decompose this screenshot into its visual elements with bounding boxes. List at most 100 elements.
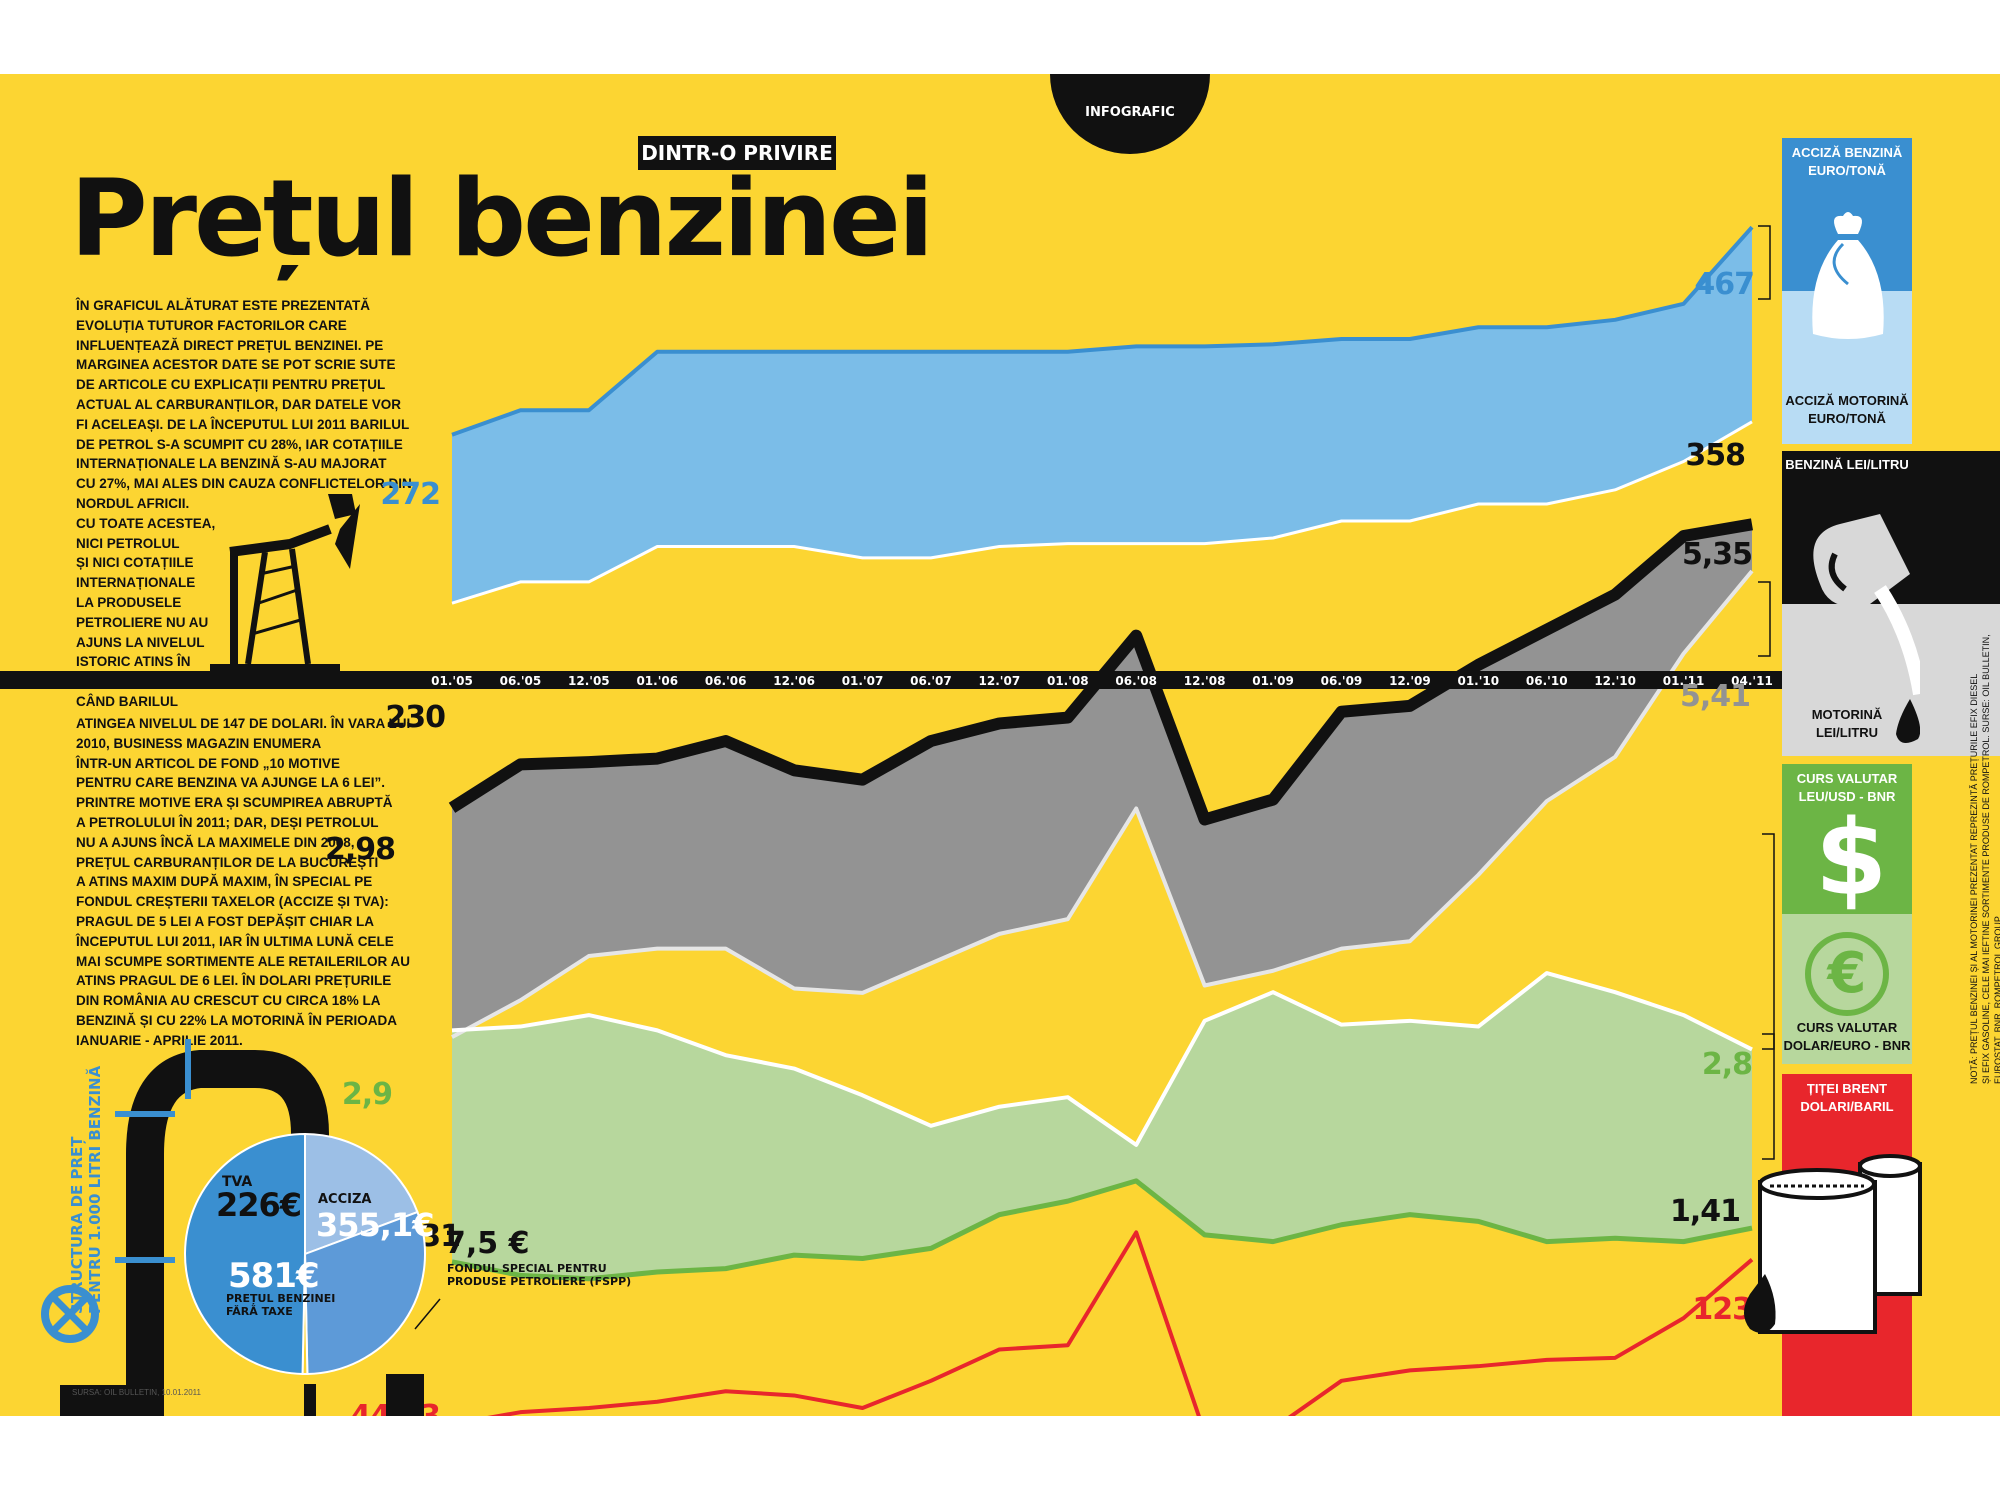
curs-eur-line <box>451 1178 1753 1282</box>
main-chart: 01.'05 06.'05 12.'05 01.'06 06.'06 12.'06 01.'… <box>0 225 1785 1416</box>
pie-tva-label: TVA <box>222 1174 253 1190</box>
pie-title <box>72 854 112 1074</box>
intro-line: IANUARIE - APRILIE 2011. <box>76 1032 243 1048</box>
series-end-label: 358 <box>1685 438 1745 473</box>
intro-line: PRAGUL DE 5 LEI A FOST DEPĂȘIT CHIAR LA <box>76 913 375 929</box>
fuel-nozzle-icon <box>1813 514 1920 743</box>
intro-line: PENTRU CARE BENZINA VA AJUNGE LA 6 LEI”. <box>76 775 386 791</box>
series-start-label: 2,98 <box>325 832 395 867</box>
legend-box-motorina <box>1782 604 2000 756</box>
series-end-label: 467 <box>1694 267 1754 302</box>
fspp-leader-line <box>414 1298 441 1330</box>
intro-line: PREȚUL CARBURANȚILOR DE LA BUCUREȘTI <box>76 854 379 870</box>
x-tick-label: 12.'05 <box>568 674 610 688</box>
euro-icon: € <box>1805 932 1889 1016</box>
intro-line: NORDUL AFRICII. <box>76 495 190 511</box>
legend-box-curs-usd <box>1782 764 1912 914</box>
intro-line: DIN ROMÂNIA AU CRESCUT CU CIRCA 18% LA <box>76 993 381 1009</box>
oil-tanks-icon <box>1744 1154 1922 1334</box>
x-tick-label: 12.'10 <box>1594 674 1636 688</box>
legend-curs-eur-label: CURS VALUTAR DOLAR/EURO - BNR <box>1783 1020 1911 1053</box>
legend-bracket <box>1758 581 1771 657</box>
series-end-label: 2,8 <box>1702 1047 1752 1082</box>
price-structure-pie <box>184 1132 441 1376</box>
series-end-label: 1,41 <box>1670 1194 1740 1229</box>
accize-motorina-line <box>451 420 1753 605</box>
infographic-page: INFOGRAFIC DINTR-O PRIVIRE Prețul benzin… <box>0 74 2000 1416</box>
titei-line <box>487 1230 1754 1416</box>
pipe-ring-marks <box>115 1039 191 1263</box>
legend-bracket <box>1762 833 1775 1050</box>
time-axis-bar <box>0 671 1785 689</box>
x-tick-label: 06.'10 <box>1526 674 1568 688</box>
pie-base-label: PREȚUL BENZINEI FĂRĂ TAXE <box>226 1292 336 1318</box>
x-tick-label: 01.'11 <box>1663 674 1705 688</box>
intro-line: ȘI NICI COTAȚIILE <box>76 555 194 571</box>
page-title: Prețul benzinei <box>70 157 934 280</box>
x-tick-label: 06.'07 <box>910 674 952 688</box>
legend-accize-benzina-label: ACCIZĂ BENZINĂ EURO/TONĂ <box>1791 145 1903 178</box>
pie-title-line-1: STRUCTURA DE PREȚ <box>68 1136 86 1314</box>
side-note-line-1: NOTĂ: PREȚUL BENZINEI ȘI AL MOTORINEI PR… <box>1969 673 1979 1084</box>
series-start-label: 2,9 <box>342 1077 392 1112</box>
series-end-label: 5,35 <box>1682 537 1752 572</box>
side-note-line-3: EUROSTAT, BNR, ROMPETROL GROUP <box>1993 916 2000 1084</box>
x-tick-label: 12.'06 <box>773 674 815 688</box>
pie-slice <box>304 1132 419 1256</box>
intro-line: ACTUAL AL CARBURANȚILOR, DAR DATELE VOR <box>76 396 401 412</box>
oil-pump-icon <box>210 494 360 672</box>
source-note: SURSA: OIL BULLETIN, 10.01.2011 <box>72 1388 201 1397</box>
money-bag-icon <box>1812 212 1884 339</box>
pipe-icon <box>60 1050 424 1416</box>
intro-line: INFLUENȚEAZĂ DIRECT PREȚUL BENZINEI. PE <box>76 337 384 353</box>
legend-bracket <box>1762 1033 1775 1160</box>
intro-line: LA PRODUSELE <box>76 594 182 610</box>
intro-line: ISTORIC ATINS ÎN <box>76 654 191 670</box>
intro-line: DE ARTICOLE CU EXPLICAȚII PENTRU PREȚUL <box>76 377 386 393</box>
intro-line: ATINS PRAGUL DE 6 LEI. ÎN DOLARI PREȚURI… <box>76 973 392 989</box>
x-tick-label: 04.'11 <box>1731 674 1773 688</box>
x-tick-label: 12.'07 <box>979 674 1021 688</box>
pie-title-line-2: PENTRU 1.000 LITRI BENZINĂ <box>86 1065 104 1314</box>
x-tick-label: 12.'09 <box>1389 674 1431 688</box>
kicker-label: DINTR-O PRIVIRE <box>638 136 836 170</box>
fspp-label-line-2: PRODUSE PETROLIERE (FSPP) <box>447 1275 632 1288</box>
benzina-motorina-band <box>452 524 1752 1038</box>
intro-line: CU 27%, MAI ALES DIN CAUZA CONFLICTELOR … <box>76 476 412 492</box>
intro-line: 2010, BUSINESS MAGAZIN ENUMERA <box>76 735 322 751</box>
intro-line: ÎN GRAFICUL ALĂTURAT ESTE PREZENTATĂ <box>76 298 370 313</box>
x-tick-label: 01.'07 <box>842 674 884 688</box>
intro-line: DE PETROL S-A SCUMPIT CU 28%, IAR COTAȚI… <box>76 436 403 452</box>
x-tick-label: 06.'09 <box>1321 674 1363 688</box>
x-tick-label: 01.'08 <box>1047 674 1089 688</box>
fspp-value: 7,5 € <box>445 1226 530 1261</box>
side-note: NOTĂ: PREȚUL BENZINEI ȘI AL MOTORINEI PR… <box>1968 634 2000 1084</box>
series-start-label: 230 <box>385 700 445 735</box>
intro-line: MARGINEA ACESTOR DATE SE POT SCRIE SUTE <box>76 357 396 373</box>
x-tick-label: 01.'06 <box>636 674 678 688</box>
intro-line: BENZINĂ ȘI CU 22% LA MOTORINĂ ÎN PERIOAD… <box>76 1012 398 1028</box>
valve-wheel-icon <box>41 1285 99 1343</box>
series-end-label: 5,41 <box>1680 679 1750 714</box>
legend-benzina-label: BENZINĂ LEI/LITRU <box>1785 457 1909 472</box>
intro-line: FI ACELEAȘI. DE LA ÎNCEPUTUL LUI 2011 BA… <box>76 416 410 432</box>
series-start-label: 272 <box>380 477 440 512</box>
pie-title-rotated: STRUCTURA DE PREȚ PENTRU 1.000 LITRI BEN… <box>68 1066 104 1314</box>
legend-bracket <box>1758 225 1771 300</box>
pie-legs <box>304 1374 418 1416</box>
x-tick-label: 06.'08 <box>1115 674 1157 688</box>
side-note-line-2: ȘI EFIX GASOLINE, CELE MAI IEFTINE SORTI… <box>1981 634 1991 1084</box>
intro-line: ATINGEA NIVELUL DE 147 DE DOLARI. ÎN VAR… <box>76 716 411 731</box>
x-tick-label: 12.'08 <box>1184 674 1226 688</box>
curs-usd-line <box>451 971 1753 1147</box>
intro-text-bottom: ATINGEA NIVELUL DE 147 DE DOLARI. ÎN VAR… <box>76 714 410 1051</box>
intro-line: A PETROLULUI ÎN 2011; DAR, DEȘI PETROLUL <box>76 814 379 830</box>
intro-line: INTERNAȚIONALE <box>76 575 196 591</box>
accize-band <box>452 227 1752 604</box>
x-tick-label: 01.'09 <box>1252 674 1294 688</box>
dollar-icon: $ <box>1815 797 1888 919</box>
legend-motorina-label: MOTORINĂ LEI/LITRU <box>1811 707 1883 740</box>
intro-line: AJUNS LA NIVELUL <box>76 634 205 650</box>
legend-curs-usd-label: CURS VALUTAR LEU/USD - BNR <box>1796 771 1898 804</box>
pie-slice <box>184 1132 306 1375</box>
